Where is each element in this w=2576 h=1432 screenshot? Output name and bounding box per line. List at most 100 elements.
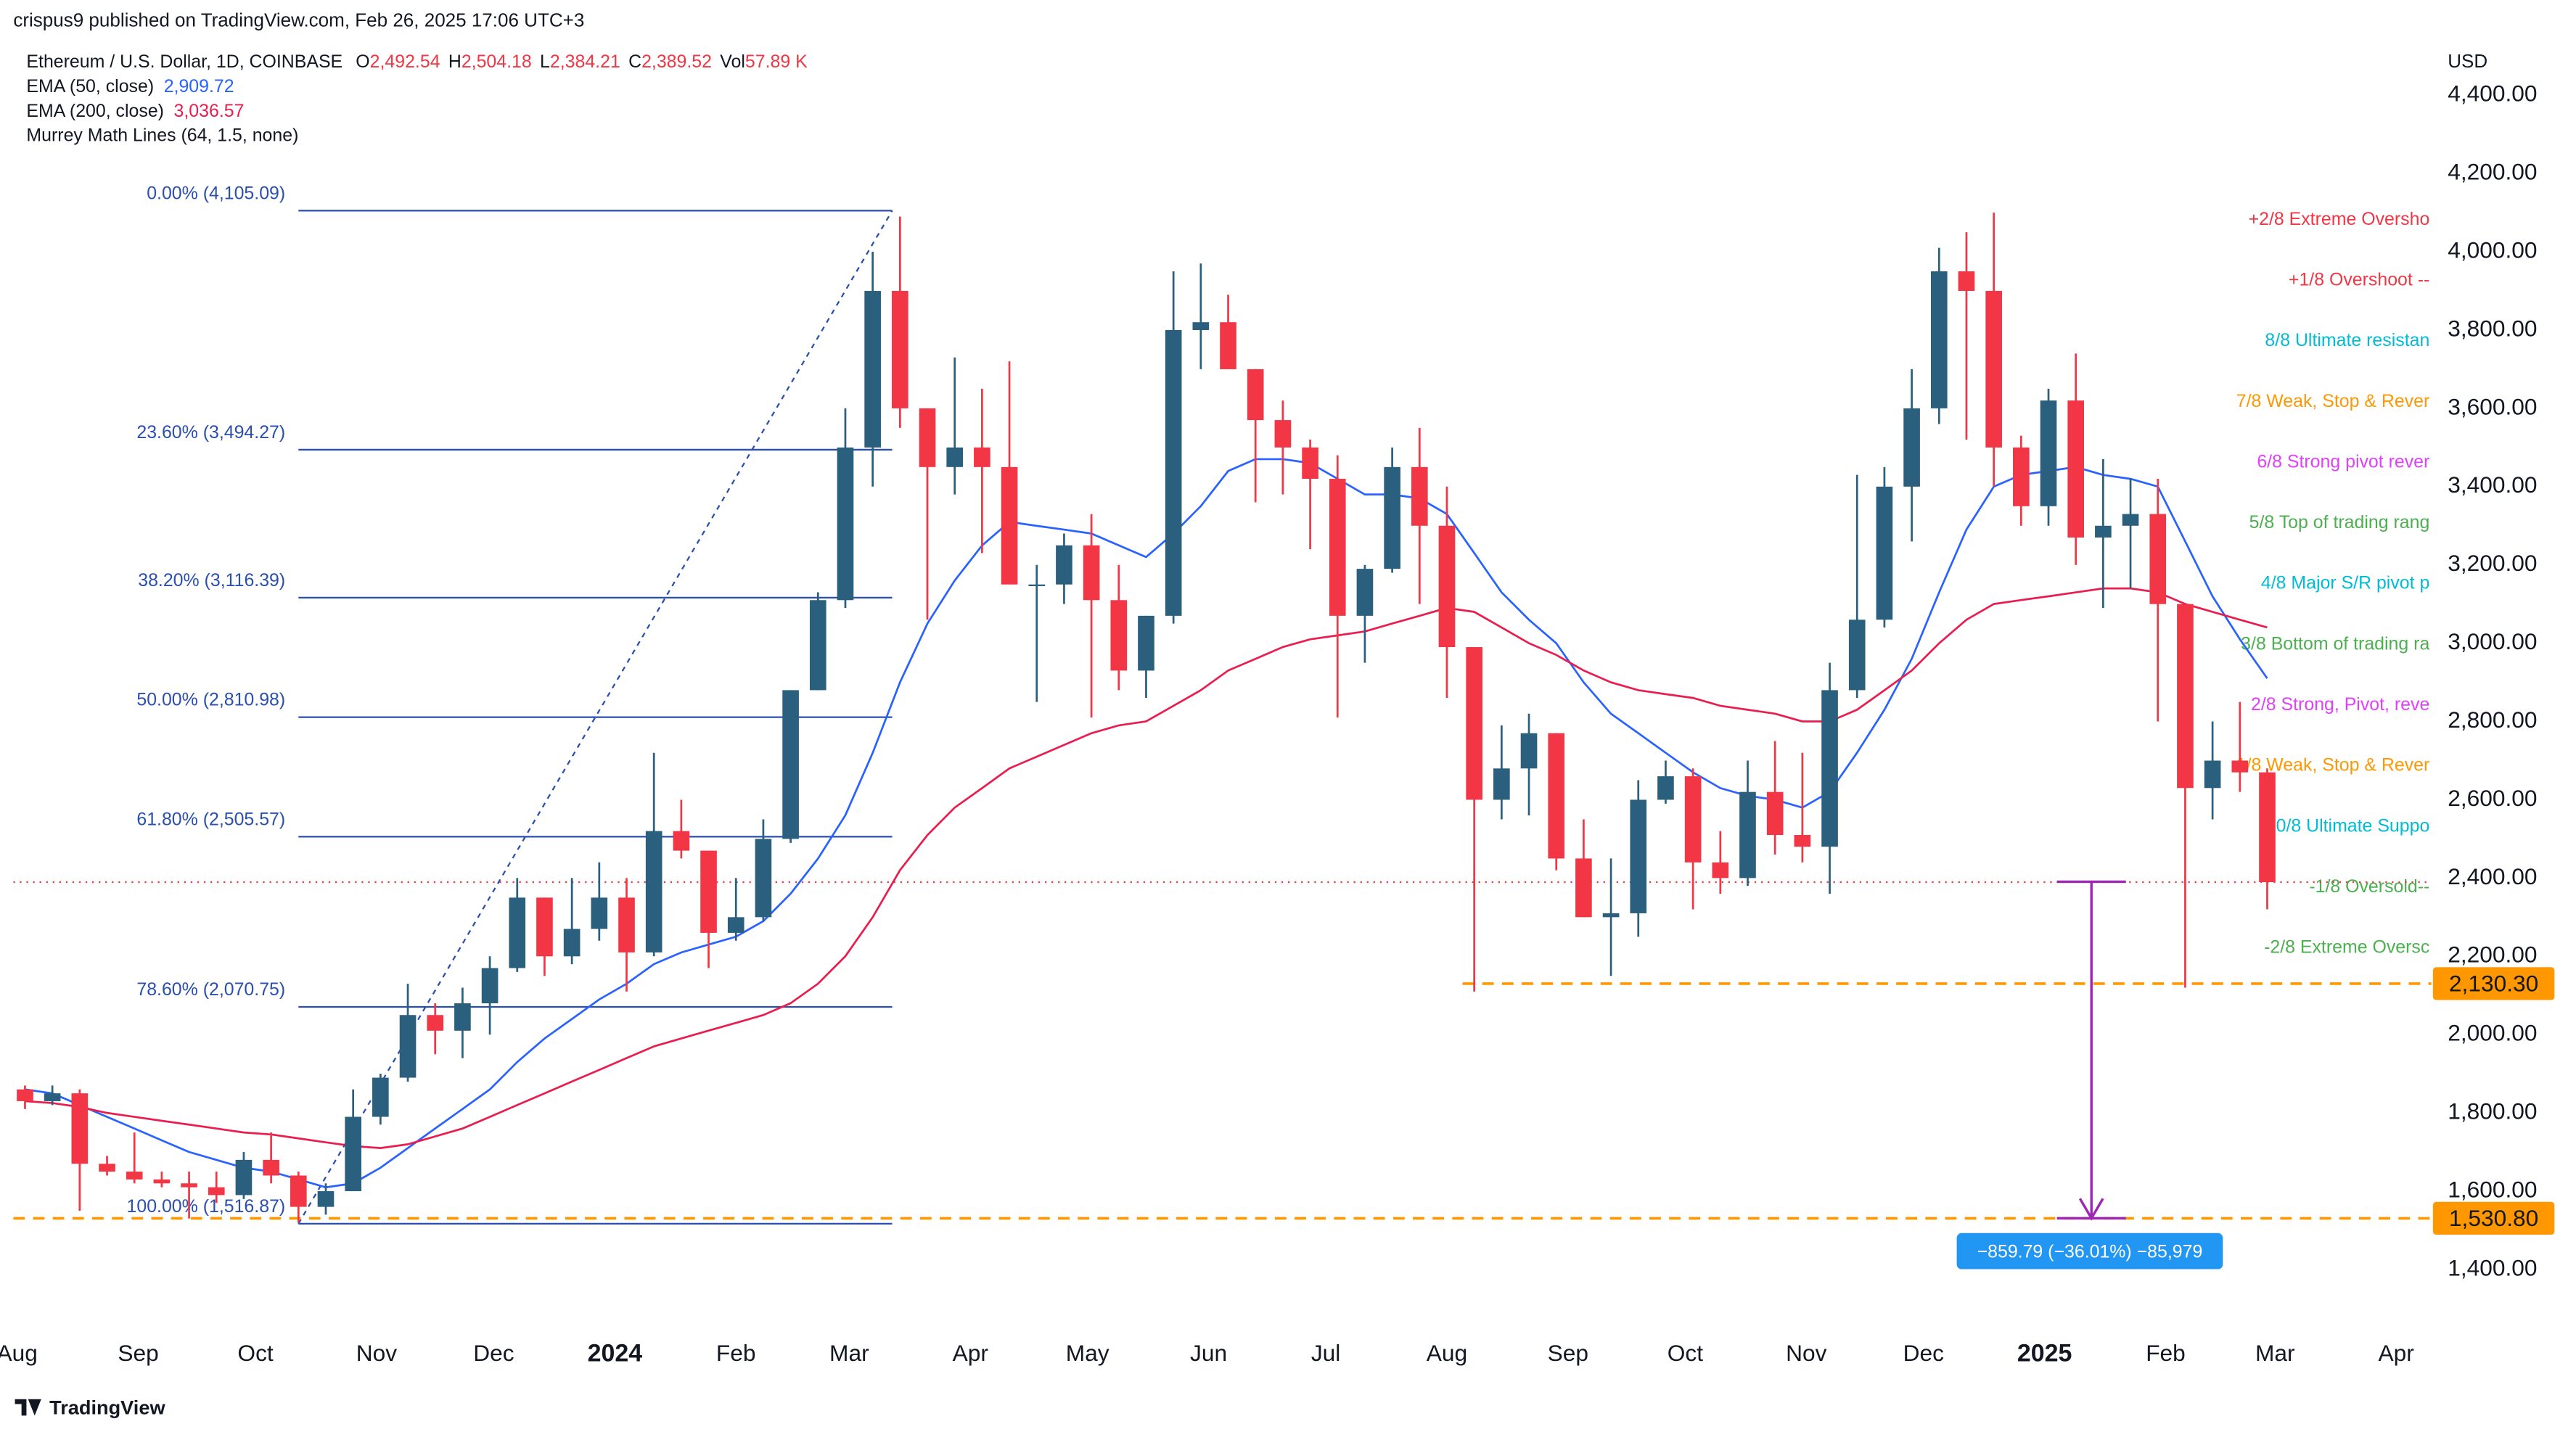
x-tick-label: Aug — [0, 1340, 38, 1366]
murrey-label: -1/8 Oversold-- — [2309, 876, 2429, 897]
candle-body — [727, 917, 745, 933]
candle-body — [153, 1179, 171, 1184]
measure-label: −859.79 (−36.01%) −85,979 — [1977, 1241, 2203, 1262]
candle-body — [1438, 525, 1456, 648]
x-tick-label: Dec — [473, 1340, 514, 1366]
candle-body — [17, 1089, 33, 1101]
candle-body — [1302, 447, 1318, 480]
candle-body — [317, 1191, 335, 1207]
candle-body — [1384, 466, 1400, 569]
murrey-label: 6/8 Strong pivot rever — [2257, 451, 2429, 472]
candle-body — [1821, 690, 1838, 847]
price-label: 2,130.30 — [2449, 971, 2538, 997]
fib-label: 78.60% (2,070.75) — [136, 979, 285, 1000]
murrey-label: 2/8 Strong, Pivot, reve — [2251, 694, 2429, 715]
candle-body — [782, 690, 799, 839]
y-tick-label: 2,400.00 — [2448, 863, 2537, 889]
x-tick-label: Mar — [2255, 1340, 2295, 1366]
candle-body — [1056, 545, 1072, 585]
ohlc-key: H — [448, 52, 462, 72]
ema-line — [25, 587, 2268, 1149]
fib-trendline — [298, 210, 893, 1225]
candle-body — [2067, 400, 2085, 538]
candle-body — [1192, 322, 1210, 330]
x-tick-label: Aug — [1427, 1340, 1467, 1366]
symbol-legend: Ethereum / U.S. Dollar, 1D, COINBASE O2,4… — [26, 52, 808, 72]
x-tick-label: Sep — [1548, 1340, 1588, 1366]
candle-body — [509, 897, 526, 968]
murrey-label: 1/8 Weak, Stop & Rever — [2236, 755, 2430, 775]
candle-body — [1684, 776, 1702, 863]
candle-body — [2095, 525, 2112, 538]
x-tick-label: Jun — [1190, 1340, 1227, 1366]
y-tick-label: 4,000.00 — [2448, 236, 2537, 263]
x-tick-label: Dec — [1903, 1340, 1945, 1366]
candle-body — [755, 839, 772, 918]
price-label-box — [2432, 967, 2555, 1000]
candle-body — [71, 1093, 89, 1164]
candle-body — [345, 1116, 361, 1192]
price-label-box — [2432, 1201, 2555, 1235]
candle-body — [1903, 408, 1920, 487]
candle-body — [1712, 862, 1729, 878]
murrey-label: 4/8 Major S/R pivot p — [2261, 573, 2429, 593]
x-tick-label: Feb — [716, 1340, 756, 1366]
x-tick-label: Mar — [829, 1340, 869, 1366]
indicator-legend: EMA (200, close) 3,036.57 — [26, 101, 244, 121]
candle-body — [1165, 329, 1182, 616]
published-note: crispus9 published on TradingView.com, F… — [13, 9, 584, 30]
candle-body — [2149, 514, 2167, 604]
candle-body — [1520, 733, 1538, 769]
y-tick-label: 2,000.00 — [2448, 1020, 2537, 1046]
y-tick-label: 4,200.00 — [2448, 159, 2537, 185]
indicator-name: EMA (200, close) — [26, 101, 164, 121]
candle-body — [1548, 733, 1565, 859]
fib-label: 100.00% (1,516.87) — [127, 1196, 286, 1217]
candle-body — [44, 1093, 61, 1101]
murrey-label: +2/8 Extreme Oversho — [2249, 209, 2430, 229]
ohlc-value: 2,504.18 — [462, 52, 532, 72]
indicator-legend: Murrey Math Lines (64, 1.5, none) — [26, 125, 298, 145]
x-tick-label: Oct — [237, 1340, 273, 1366]
candle-body — [700, 850, 717, 933]
candle-body — [2259, 772, 2276, 883]
y-tick-label: 4,400.00 — [2448, 81, 2537, 107]
y-tick-label: 1,400.00 — [2448, 1254, 2537, 1280]
footer-brand: TradingView — [49, 1396, 165, 1418]
candle-body — [1876, 486, 1893, 620]
candle-body — [837, 447, 854, 601]
candle-body — [1657, 776, 1674, 800]
candle-body — [126, 1172, 143, 1180]
candle-body — [645, 831, 663, 952]
x-tick-label: Feb — [2146, 1340, 2186, 1366]
candle-body — [919, 408, 936, 467]
candle-body — [1411, 466, 1428, 526]
candle-body — [1001, 466, 1018, 585]
candle-body — [1356, 569, 1374, 616]
y-tick-label: 2,600.00 — [2448, 785, 2537, 811]
murrey-label: 0/8 Ultimate Suppo — [2276, 815, 2430, 836]
y-tick-label: 3,800.00 — [2448, 315, 2537, 341]
candle-body — [1274, 420, 1292, 448]
x-tick-label: Oct — [1668, 1340, 1703, 1366]
ohlc-value: 2,492.54 — [370, 52, 440, 72]
ohlc-key: O — [356, 52, 369, 72]
ohlc-key: L — [540, 52, 550, 72]
candle-body — [1466, 647, 1482, 800]
candle-body — [1630, 799, 1647, 913]
ohlc-value: 2,389.52 — [641, 52, 712, 72]
y-tick-label: 1,800.00 — [2448, 1098, 2537, 1124]
murrey-label: 7/8 Weak, Stop & Rever — [2236, 391, 2430, 411]
candle-body — [2177, 604, 2194, 789]
candle-body — [1138, 615, 1154, 671]
candle-body — [618, 897, 635, 952]
candle-body — [536, 897, 553, 957]
candle-body — [892, 291, 908, 408]
candle-body — [2204, 760, 2221, 789]
y-tick-label: 3,600.00 — [2448, 393, 2537, 419]
indicator-value: 3,036.57 — [174, 101, 245, 121]
currency: USD — [2448, 50, 2487, 72]
plot-area: +2/8 Extreme Oversho +1/8 Overshoot -- 8/8… — [13, 183, 2432, 1270]
